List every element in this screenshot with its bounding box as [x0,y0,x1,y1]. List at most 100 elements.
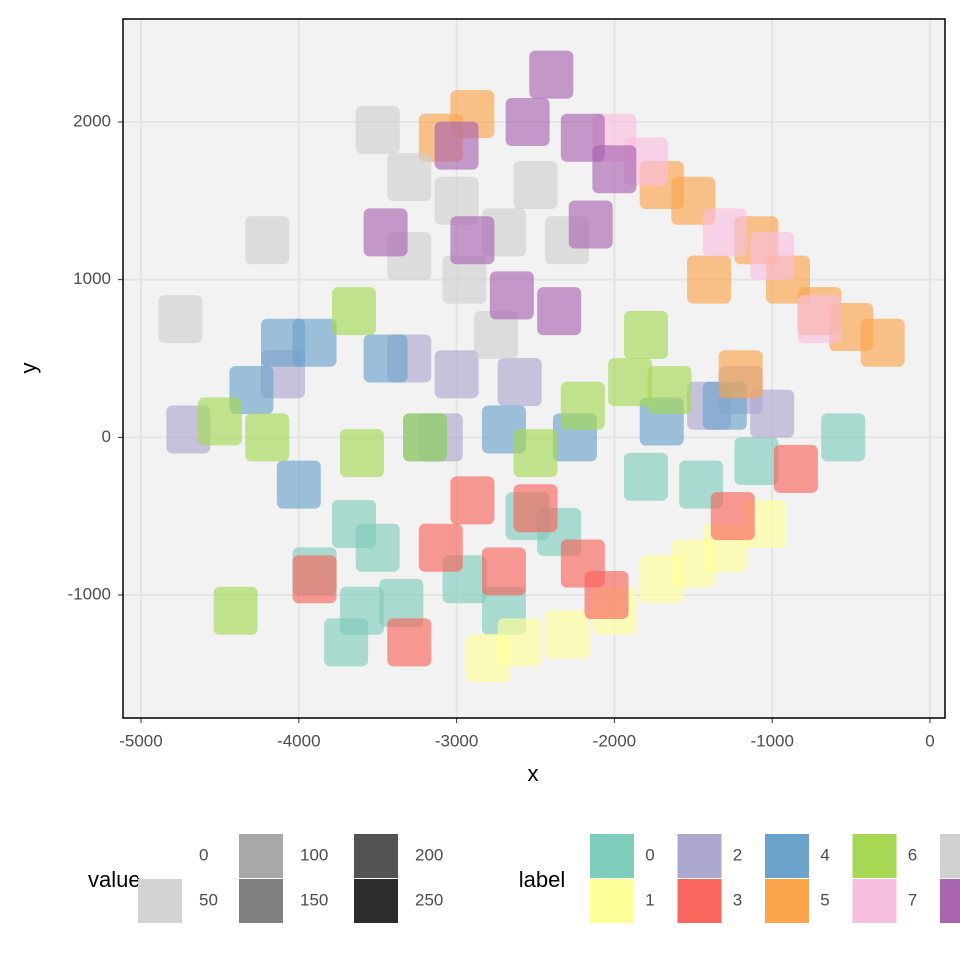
point [821,413,866,462]
value-legend-title: value [88,867,141,892]
point [158,295,203,344]
legend-swatch [852,834,897,878]
point [363,334,408,383]
points [158,50,905,683]
point [466,634,511,683]
value-legend-swatch [239,879,283,923]
value-legend-swatch [354,879,398,923]
value-legend-label: 0 [199,845,208,864]
point [497,358,542,407]
x-tick-label: -5000 [119,731,162,750]
point [513,484,558,533]
y-axis-label: y [16,363,41,374]
point [355,105,400,154]
x-tick-label: -1000 [750,731,793,750]
x-tick-label: -2000 [593,731,636,750]
point [418,523,463,572]
point [513,429,558,478]
legend-swatch [852,879,897,923]
point [584,571,629,620]
point [450,216,495,265]
legend-swatch [765,834,809,878]
value-legend-label: 200 [415,845,443,864]
point [387,618,432,667]
point [245,413,290,462]
y-tick-label: 0 [102,427,111,446]
point [213,586,258,635]
point [292,555,337,604]
legend-label: 7 [908,890,917,909]
point [387,153,432,202]
legend-swatch [940,834,960,878]
y-tick-label: -1000 [68,584,111,603]
value-legend-swatch [138,834,182,878]
value-legend-label: 150 [300,890,328,909]
x-axis-label: x [528,761,539,786]
value-legend-swatch [138,879,182,923]
point [245,216,290,265]
x-tick-label: 0 [925,731,934,750]
point [568,200,613,249]
point [860,318,905,367]
point [529,50,574,99]
point [623,452,668,501]
legend-swatch [765,879,809,923]
legend-swatch [590,879,634,923]
label-legend-title: label [519,867,565,892]
legend-label: 1 [645,890,654,909]
legend-label: 5 [820,890,829,909]
y-tick-label: 2000 [73,111,111,130]
point [537,287,582,336]
point [434,121,479,170]
point [797,295,842,344]
point [442,255,487,304]
y-tick-label: 1000 [73,269,111,288]
point [592,145,637,194]
legend-label: 6 [908,845,917,864]
legend-label: 3 [733,890,742,909]
point [505,97,550,146]
legend-label: 0 [645,845,654,864]
point [403,413,448,462]
value-legend-swatch [239,834,283,878]
point [710,492,755,541]
plot-border [122,18,946,719]
point [434,350,479,399]
point [434,176,479,225]
point [363,208,408,257]
point [379,578,424,627]
point [339,429,384,478]
point [332,287,377,336]
legend-label: 2 [733,845,742,864]
point [474,310,519,359]
point [197,397,242,446]
point [450,476,495,525]
point [545,610,590,659]
point [355,523,400,572]
x-tick-label: -4000 [277,731,320,750]
point [292,318,337,367]
legend-swatch [940,879,960,923]
point [687,255,732,304]
point [702,208,747,257]
point [608,358,653,407]
point [773,444,818,493]
point [489,271,534,320]
point [647,366,692,415]
point [513,161,558,210]
point [623,310,668,359]
point [276,460,321,509]
point [481,547,526,596]
legend-swatch [677,879,722,923]
value-legend-label: 50 [199,890,218,909]
value-legend-label: 250 [415,890,443,909]
legend-swatch [677,834,722,878]
point [324,618,369,667]
point [734,436,779,485]
point [560,381,605,430]
value-legend-swatch [354,834,398,878]
point [718,350,763,399]
point [750,231,795,280]
legend-label: 4 [820,845,829,864]
